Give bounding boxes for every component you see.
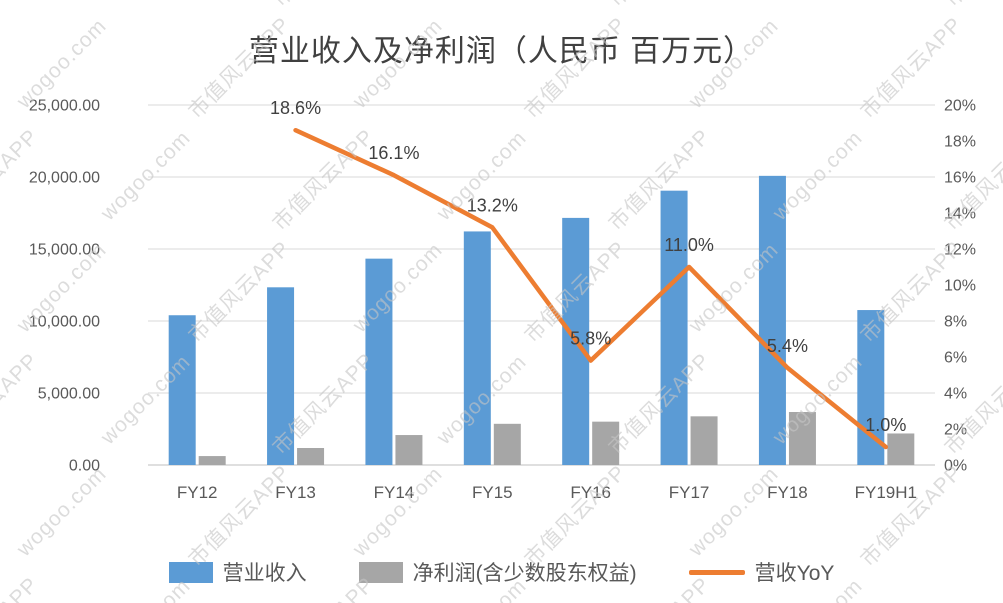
- yoy-data-label: 5.4%: [767, 336, 808, 356]
- bar-revenue: [857, 310, 885, 465]
- bar-revenue: [463, 231, 491, 465]
- bar-revenue: [267, 287, 295, 465]
- right-axis-tick-label: 18%: [944, 134, 976, 151]
- x-axis-category-label: FY16: [570, 483, 611, 502]
- x-axis-category-label: FY12: [177, 483, 218, 502]
- bar-revenue: [758, 175, 786, 465]
- legend-item-revenue: 营业收入: [168, 557, 307, 587]
- left-axis-tick-label: 20,000.00: [29, 170, 100, 187]
- x-axis-category-label: FY17: [669, 483, 710, 502]
- right-axis-tick-label: 10%: [944, 278, 976, 295]
- right-axis-tick-label: 2%: [944, 422, 967, 439]
- yoy-data-label: 16.1%: [368, 143, 419, 163]
- bar-revenue: [168, 315, 196, 465]
- bar-net-profit: [690, 416, 718, 465]
- yoy-data-label: 18.6%: [270, 98, 321, 118]
- legend-label-net-profit: 净利润(含少数股东权益): [412, 562, 637, 585]
- left-axis-tick-label: 15,000.00: [29, 242, 100, 259]
- right-axis-tick-label: 16%: [944, 170, 976, 187]
- bar-revenue: [365, 258, 393, 465]
- x-axis-category-label: FY18: [767, 483, 808, 502]
- right-axis-tick-label: 6%: [944, 350, 967, 367]
- bar-net-profit: [395, 435, 423, 465]
- legend-swatch-yoy: [688, 569, 745, 575]
- yoy-data-label: 13.2%: [467, 195, 518, 215]
- chart-legend: 营业收入 净利润(含少数股东权益) 营收YoY: [0, 557, 1003, 587]
- right-axis-tick-label: 0%: [944, 458, 967, 475]
- x-axis-category-label: FY19H1: [855, 483, 917, 502]
- bar-net-profit: [198, 456, 226, 465]
- bar-net-profit: [592, 421, 620, 465]
- right-axis-tick-label: 14%: [944, 206, 976, 223]
- bar-net-profit: [493, 423, 521, 465]
- legend-label-revenue: 营业收入: [222, 562, 307, 585]
- left-axis-tick-label: 0.00: [69, 458, 100, 475]
- legend-label-yoy: 营收YoY: [754, 562, 835, 585]
- legend-swatch-revenue: [168, 561, 213, 583]
- bar-net-profit: [297, 448, 325, 465]
- right-axis-tick-label: 12%: [944, 242, 976, 259]
- left-axis-tick-label: 10,000.00: [29, 314, 100, 331]
- left-axis-tick-label: 25,000.00: [29, 98, 100, 115]
- left-axis-tick-label: 5,000.00: [38, 386, 100, 403]
- bar-net-profit: [788, 412, 816, 465]
- legend-item-yoy: 营收YoY: [688, 557, 835, 587]
- yoy-line: [293, 127, 889, 450]
- legend-swatch-net-profit: [358, 561, 403, 583]
- yoy-data-label: 1.0%: [865, 415, 906, 435]
- x-axis-category-label: FY14: [374, 483, 415, 502]
- yoy-data-label: 11.0%: [664, 235, 714, 255]
- x-axis-category-label: FY13: [275, 483, 316, 502]
- yoy-data-label: 5.8%: [570, 329, 611, 349]
- x-axis-category-label: FY15: [472, 483, 513, 502]
- right-axis-tick-label: 8%: [944, 314, 967, 331]
- bar-revenue: [660, 190, 688, 465]
- bar-net-profit: [887, 433, 915, 465]
- chart-title: 营业收入及净利润（人民币 百万元）: [248, 35, 755, 68]
- right-axis-tick-label: 4%: [944, 386, 967, 403]
- legend-item-net-profit: 净利润(含少数股东权益): [358, 557, 637, 587]
- right-axis-tick-label: 20%: [944, 98, 976, 115]
